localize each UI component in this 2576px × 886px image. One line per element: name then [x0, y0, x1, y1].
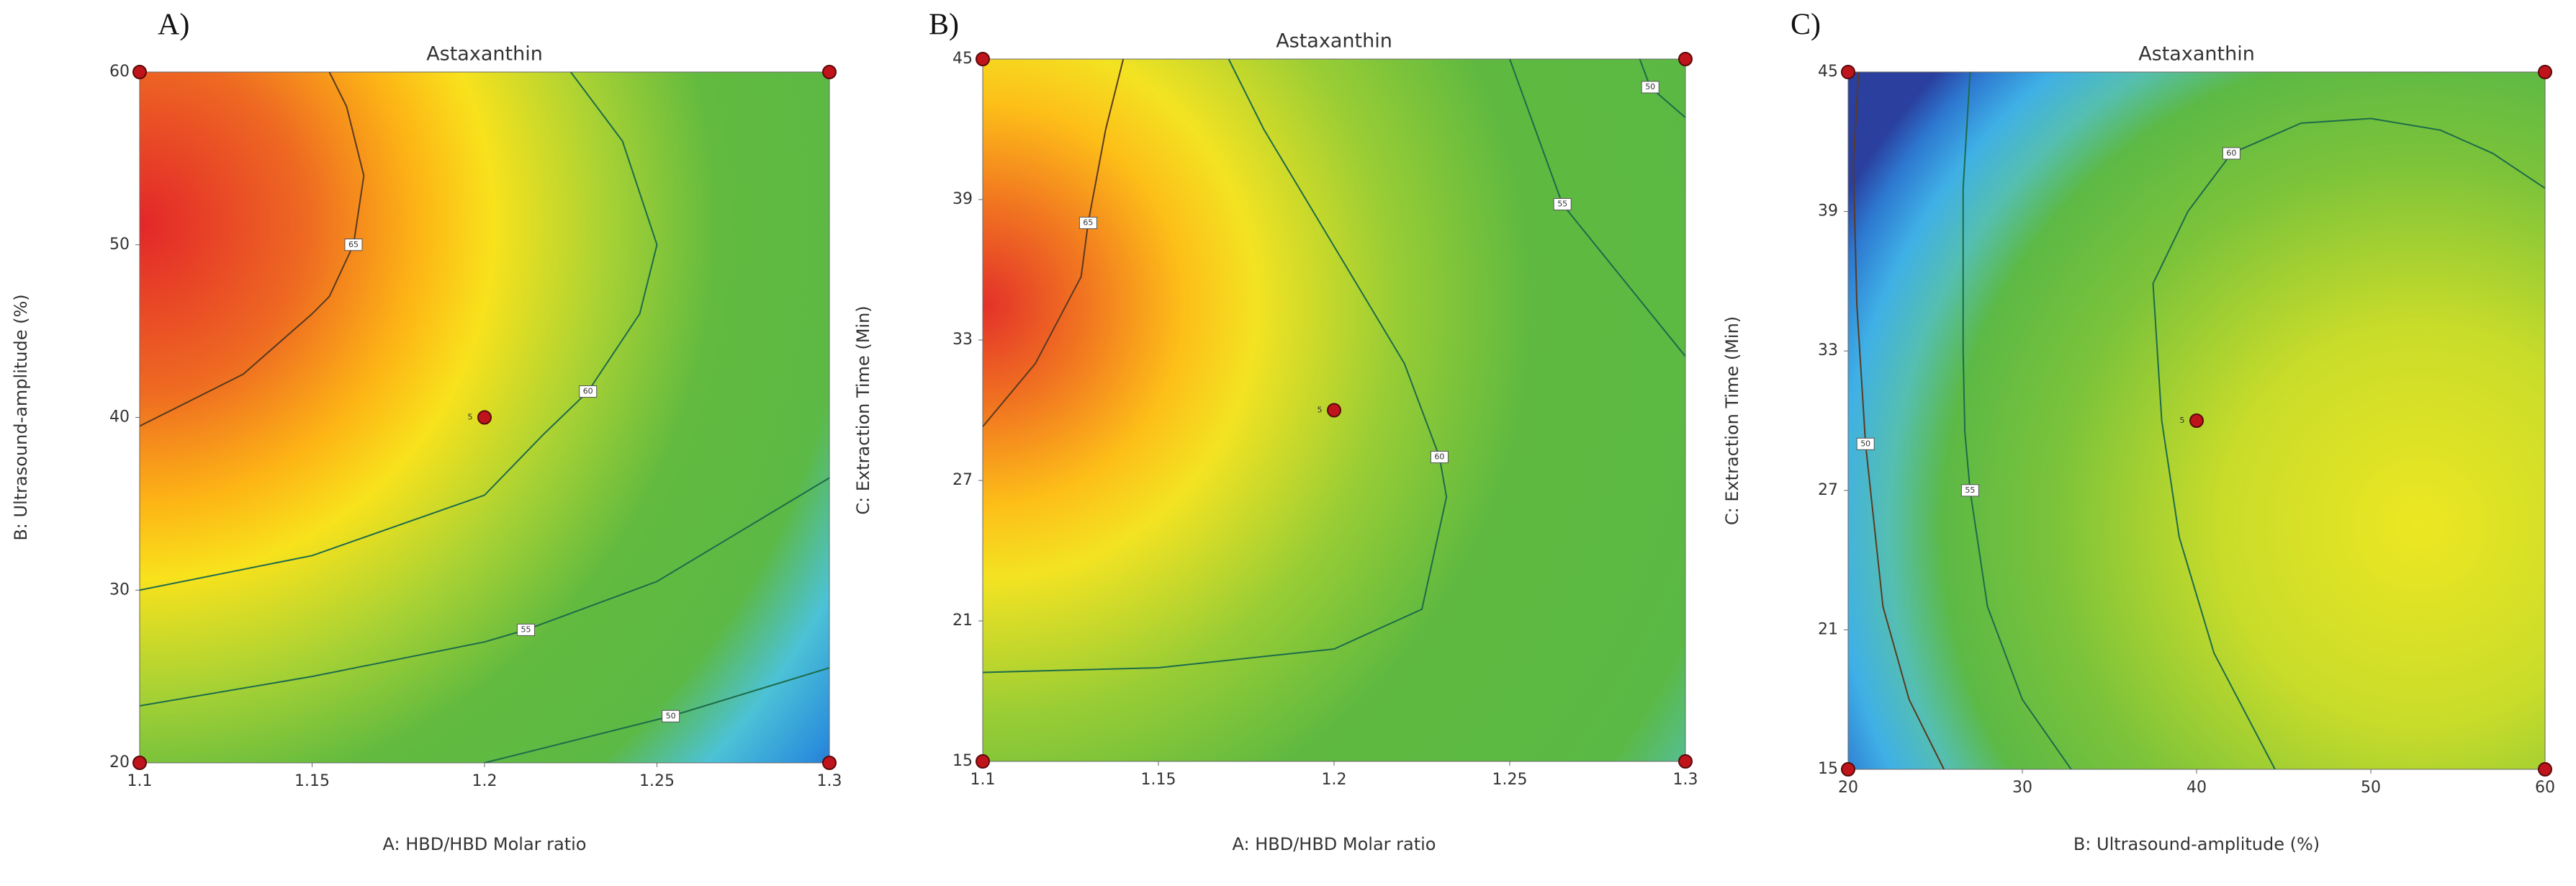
- x-axis-label: B: Ultrasound-amplitude (%): [2073, 834, 2320, 854]
- contour-label-box: [1430, 451, 1449, 463]
- design-point: [1841, 762, 1855, 777]
- x-tick-label: 1.2: [472, 772, 497, 790]
- contour-label: 50: [666, 711, 676, 720]
- design-point: [477, 410, 492, 425]
- y-tick-label: 15: [953, 752, 973, 770]
- design-point: [822, 756, 837, 770]
- x-tick-label: 40: [2187, 779, 2207, 797]
- design-point: [1678, 52, 1693, 66]
- design-point: [1841, 65, 1855, 79]
- panel-label: C): [1791, 9, 1821, 42]
- design-point: [976, 754, 990, 769]
- contour-label-box: [1641, 81, 1659, 94]
- x-tick-label: 1.25: [1492, 771, 1528, 789]
- y-tick-label: 21: [1818, 620, 1838, 638]
- design-point: [1327, 403, 1341, 418]
- y-tick-label: 45: [953, 50, 973, 68]
- design-point: [2189, 413, 2204, 428]
- contour-label-box: [344, 238, 363, 251]
- contour-label-box: [1960, 484, 1979, 497]
- contour-label-box: [662, 710, 680, 722]
- x-tick-label: 50: [2361, 779, 2381, 797]
- contour-label: 60: [1434, 452, 1444, 462]
- contour-label-box: [1856, 437, 1875, 450]
- design-point: [132, 65, 147, 79]
- y-tick-label: 39: [1818, 202, 1838, 220]
- x-axis-label: A: HBD/HBD Molar ratio: [382, 834, 586, 854]
- chart-title: Astaxanthin: [1276, 30, 1392, 53]
- contour-line: [983, 59, 1448, 674]
- y-tick-label: 15: [1818, 760, 1838, 778]
- contour-label: 55: [1965, 485, 1975, 495]
- contour-line: [2152, 117, 2545, 769]
- y-tick-label: 40: [109, 408, 130, 426]
- contour-label-box: [1553, 198, 1572, 210]
- y-tick-label: 33: [1818, 341, 1838, 359]
- y-axis-label: C: Extraction Time (Min): [1722, 316, 1742, 525]
- x-tick-label: 60: [2535, 779, 2555, 797]
- y-axis-label: C: Extraction Time (Min): [853, 305, 873, 514]
- contour-label: 60: [2226, 148, 2236, 158]
- x-tick-label: 1.3: [817, 772, 842, 790]
- design-point: [1678, 754, 1693, 769]
- design-point: [976, 52, 990, 66]
- contour-line: [1962, 72, 2072, 769]
- contour-label: 65: [348, 240, 359, 249]
- contour-label: 55: [521, 625, 531, 634]
- contour-line: [140, 477, 829, 707]
- y-tick-label: 33: [953, 331, 973, 349]
- x-tick-label: 30: [2012, 779, 2032, 797]
- x-tick-label: 1.15: [294, 772, 330, 790]
- center-count: 5: [1318, 406, 1323, 415]
- y-tick-label: 45: [1818, 63, 1838, 81]
- y-tick-label: 27: [953, 471, 973, 489]
- design-point: [2538, 762, 2552, 777]
- y-tick-label: 30: [109, 581, 130, 599]
- chart-title: Astaxanthin: [426, 43, 543, 66]
- y-tick-label: 50: [109, 236, 130, 254]
- x-tick-label: 1.25: [639, 772, 675, 790]
- contour-label: 60: [583, 387, 593, 396]
- y-axis-label: B: Ultrasound-amplitude (%): [11, 294, 31, 540]
- center-count: 5: [2180, 416, 2185, 425]
- panel-label: A): [158, 9, 189, 42]
- contour-label: 55: [1557, 200, 1567, 209]
- design-point: [132, 756, 147, 770]
- y-tick-label: 27: [1818, 481, 1838, 499]
- panel-label: B): [929, 9, 959, 42]
- x-axis-label: A: HBD/HBD Molar ratio: [1232, 834, 1436, 854]
- center-count: 5: [468, 413, 473, 422]
- x-tick-label: 1.1: [127, 772, 153, 790]
- design-point: [822, 65, 837, 79]
- contour-label: 50: [1860, 439, 1870, 448]
- contour-line: [140, 72, 365, 427]
- y-tick-label: 21: [953, 612, 973, 630]
- design-point: [2538, 65, 2552, 79]
- x-tick-label: 1.2: [1322, 771, 1347, 789]
- contour-label: 65: [1083, 218, 1093, 228]
- chart-title: Astaxanthin: [2138, 43, 2255, 66]
- contour-label-box: [1078, 217, 1097, 229]
- contour-label: 50: [1645, 82, 1655, 91]
- x-tick-label: 1.3: [1673, 771, 1698, 789]
- y-tick-label: 60: [109, 63, 130, 81]
- y-tick-label: 20: [109, 753, 130, 771]
- contour-label-box: [516, 623, 535, 636]
- y-tick-label: 39: [953, 190, 973, 208]
- contour-line: [983, 59, 1125, 427]
- x-tick-label: 1.1: [970, 771, 996, 789]
- x-tick-label: 1.15: [1141, 771, 1176, 789]
- x-tick-label: 20: [1838, 779, 1858, 797]
- contour-label-box: [579, 385, 598, 398]
- contour-label-box: [2222, 147, 2241, 160]
